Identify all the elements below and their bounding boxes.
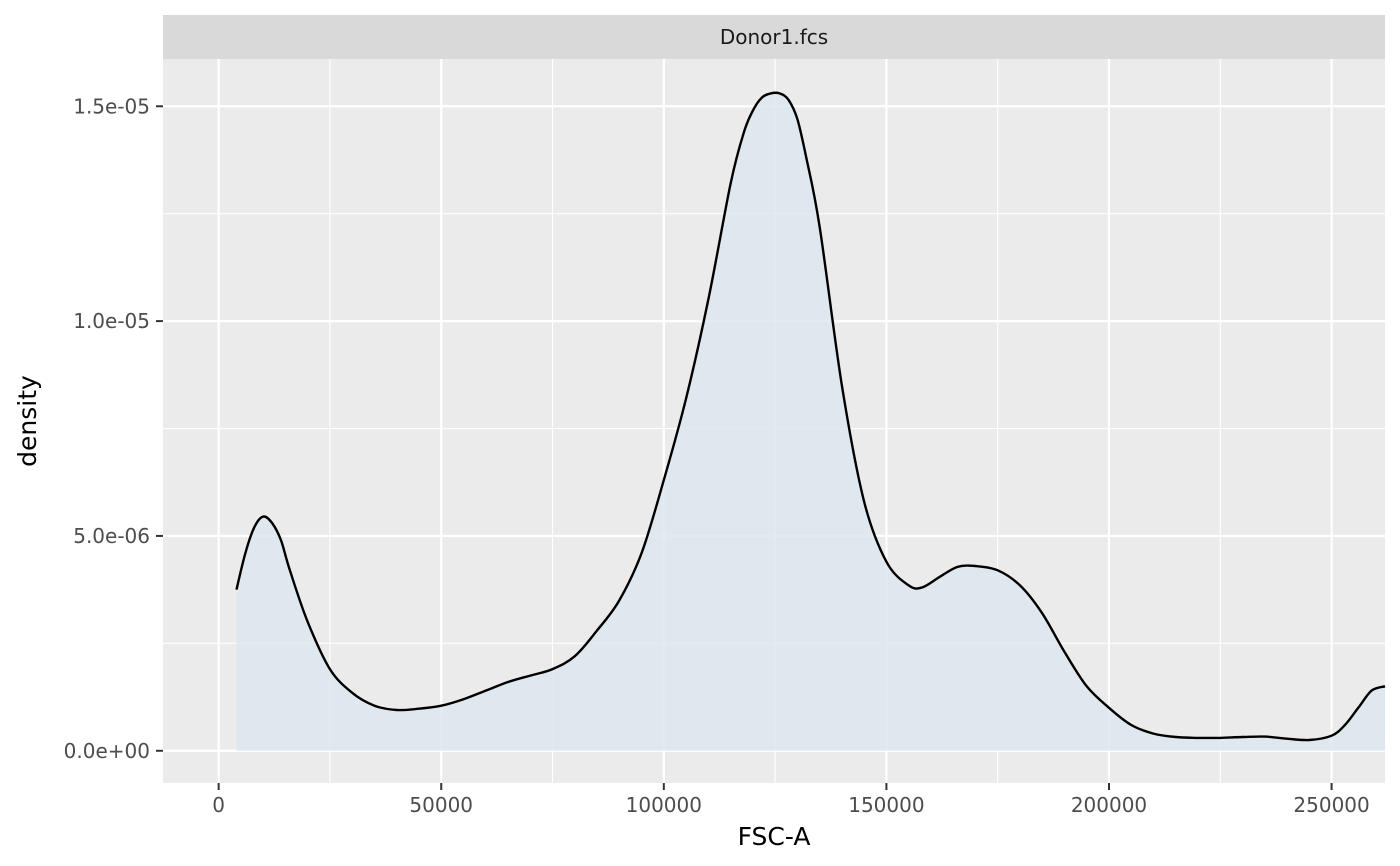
y-tick-label: 1.0e-05 bbox=[73, 309, 150, 333]
y-tick-label: 0.0e+00 bbox=[64, 739, 150, 763]
y-tick-label: 5.0e-06 bbox=[73, 524, 150, 548]
x-axis-title: FSC-A bbox=[738, 822, 811, 851]
x-tick-label: 50000 bbox=[409, 793, 473, 817]
x-tick-label: 100000 bbox=[626, 793, 702, 817]
density-area bbox=[236, 92, 1385, 751]
facet-strip-label: Donor1.fcs bbox=[720, 25, 828, 49]
y-axis: 0.0e+00 5.0e-06 1.0e-05 1.5e-05 bbox=[64, 94, 163, 763]
facet-strip bbox=[163, 15, 1385, 59]
x-tick-label: 200000 bbox=[1071, 793, 1147, 817]
density-line bbox=[235, 91, 1386, 742]
y-tick-label: 1.5e-05 bbox=[73, 94, 150, 118]
x-tick-label: 250000 bbox=[1293, 793, 1369, 817]
x-tick-label: 0 bbox=[212, 793, 225, 817]
y-axis-title: density bbox=[13, 375, 42, 467]
x-tick-label: 150000 bbox=[848, 793, 924, 817]
x-axis: 0 50000 100000 150000 200000 250000 bbox=[212, 783, 1370, 817]
